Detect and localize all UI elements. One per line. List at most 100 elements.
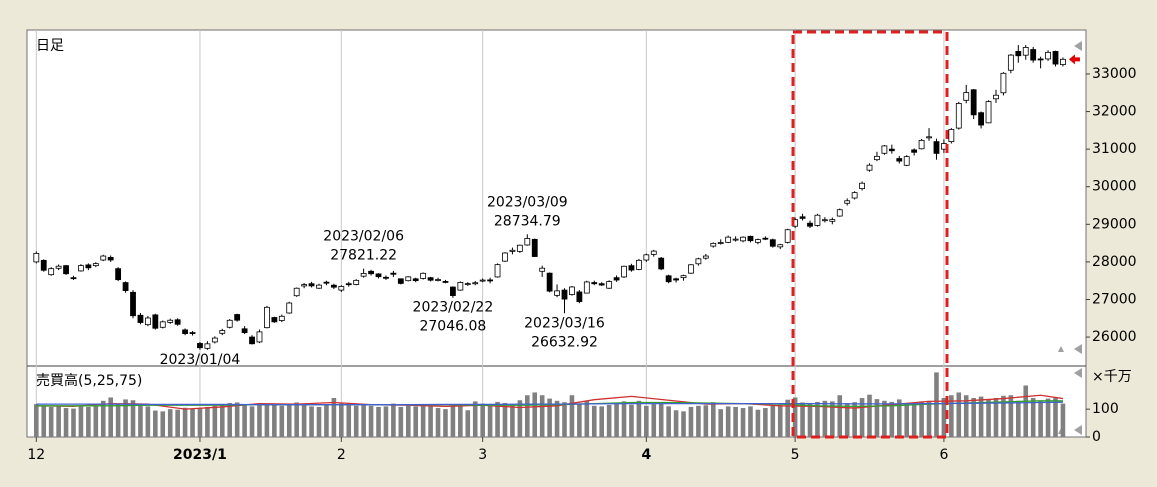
candle-body: [249, 336, 255, 345]
candle-body: [688, 264, 694, 274]
candle-body: [330, 284, 337, 288]
volume-bar: [472, 401, 478, 437]
volume-bar: [621, 401, 627, 437]
candle-body: [152, 314, 159, 329]
volume-bar: [182, 407, 188, 437]
candle-body: [725, 236, 732, 243]
volume-bar: [316, 406, 322, 437]
volume-bar: [569, 395, 575, 437]
volume-bar: [681, 411, 686, 437]
candle-body: [353, 279, 360, 285]
volume-bar: [584, 400, 590, 437]
volume-bar: [599, 406, 604, 437]
y-tick-label: 0: [1092, 429, 1101, 445]
candle-body: [978, 112, 985, 126]
candle-body: [472, 282, 479, 285]
candle-body: [561, 289, 568, 300]
y-tick-label: 33000: [1092, 66, 1137, 82]
volume-unit: ×千万: [1092, 369, 1132, 385]
scroll-arrow[interactable]: [1074, 41, 1082, 51]
volume-bar: [1023, 385, 1029, 437]
annotation-date: 2023/02/06: [323, 229, 404, 245]
candle-body: [680, 275, 687, 279]
candle-body: [1052, 51, 1059, 65]
volume-bar: [926, 400, 932, 437]
volume-bar: [1001, 395, 1006, 437]
candle-body: [241, 328, 248, 333]
volume-bar: [294, 402, 299, 437]
candle-body: [450, 286, 456, 296]
volume-bar: [465, 410, 471, 437]
candle-body: [993, 94, 999, 100]
volume-bar: [495, 401, 500, 437]
volume-bar: [547, 398, 552, 437]
candle-body: [747, 235, 754, 242]
volume-bar: [844, 403, 850, 437]
x-tick-label: 5: [791, 447, 800, 463]
candle-body: [464, 283, 471, 285]
volume-bar: [48, 406, 54, 437]
candle-body: [33, 252, 40, 263]
volume-bar: [346, 405, 352, 437]
candle-body: [569, 286, 575, 295]
volume-bar: [420, 404, 426, 437]
volume-bar: [383, 406, 389, 437]
candle-body: [368, 270, 374, 275]
scroll-arrow[interactable]: [1058, 346, 1064, 352]
volume-bar: [562, 402, 567, 437]
candle-body: [412, 278, 419, 282]
candle-body: [673, 278, 679, 281]
candle-body: [174, 319, 181, 325]
scroll-arrow[interactable]: [1074, 344, 1082, 354]
y-tick-label: 28000: [1092, 254, 1137, 270]
volume-bar: [190, 408, 195, 437]
candle-body: [591, 282, 598, 285]
scroll-arrow[interactable]: [1074, 368, 1082, 378]
candle-body: [197, 343, 203, 349]
candle-body: [665, 275, 672, 283]
volume-bar: [145, 406, 151, 437]
volume-bar: [78, 406, 84, 437]
candle-body: [784, 229, 791, 243]
volume-bar: [234, 402, 240, 437]
candle-body: [621, 265, 627, 278]
candle-body: [494, 264, 501, 278]
y-tick-label: 100: [1092, 401, 1119, 417]
candle-body: [293, 287, 300, 297]
highlight-box: [791, 30, 949, 439]
candle-body: [509, 249, 516, 252]
candle-body: [1022, 47, 1029, 56]
candle-body: [516, 244, 523, 252]
candle-body: [546, 272, 553, 292]
volume-bar: [428, 405, 433, 437]
candle-body: [583, 281, 590, 294]
y-tick-label: 29000: [1092, 216, 1137, 232]
volume-bar: [160, 411, 166, 437]
candle-body: [204, 343, 211, 349]
volume-bar: [770, 405, 776, 437]
scroll-arrow[interactable]: [1074, 425, 1082, 435]
candle-body: [970, 89, 977, 116]
volume-bar: [41, 405, 47, 437]
candle-body: [338, 286, 345, 291]
volume-bar: [703, 405, 709, 437]
volume-bar: [710, 402, 716, 437]
volume-bar: [227, 403, 233, 437]
annotation-date: 2023/03/09: [487, 194, 568, 210]
y-tick-label: 26000: [1092, 329, 1137, 345]
candle-body: [316, 284, 322, 289]
volume-bar: [986, 399, 991, 437]
volume-bar: [398, 406, 404, 437]
candle-body: [1045, 51, 1051, 60]
candle-body: [903, 156, 910, 166]
volume-bar: [108, 397, 113, 437]
volume-bar: [725, 406, 731, 437]
volume-bar: [644, 405, 649, 437]
volume-bar: [882, 400, 887, 437]
volume-bar: [1016, 400, 1021, 437]
x-tick-label: 12: [27, 447, 45, 463]
volume-bar: [138, 404, 143, 437]
volume-bar: [554, 400, 560, 437]
volume-bar: [1030, 398, 1036, 437]
